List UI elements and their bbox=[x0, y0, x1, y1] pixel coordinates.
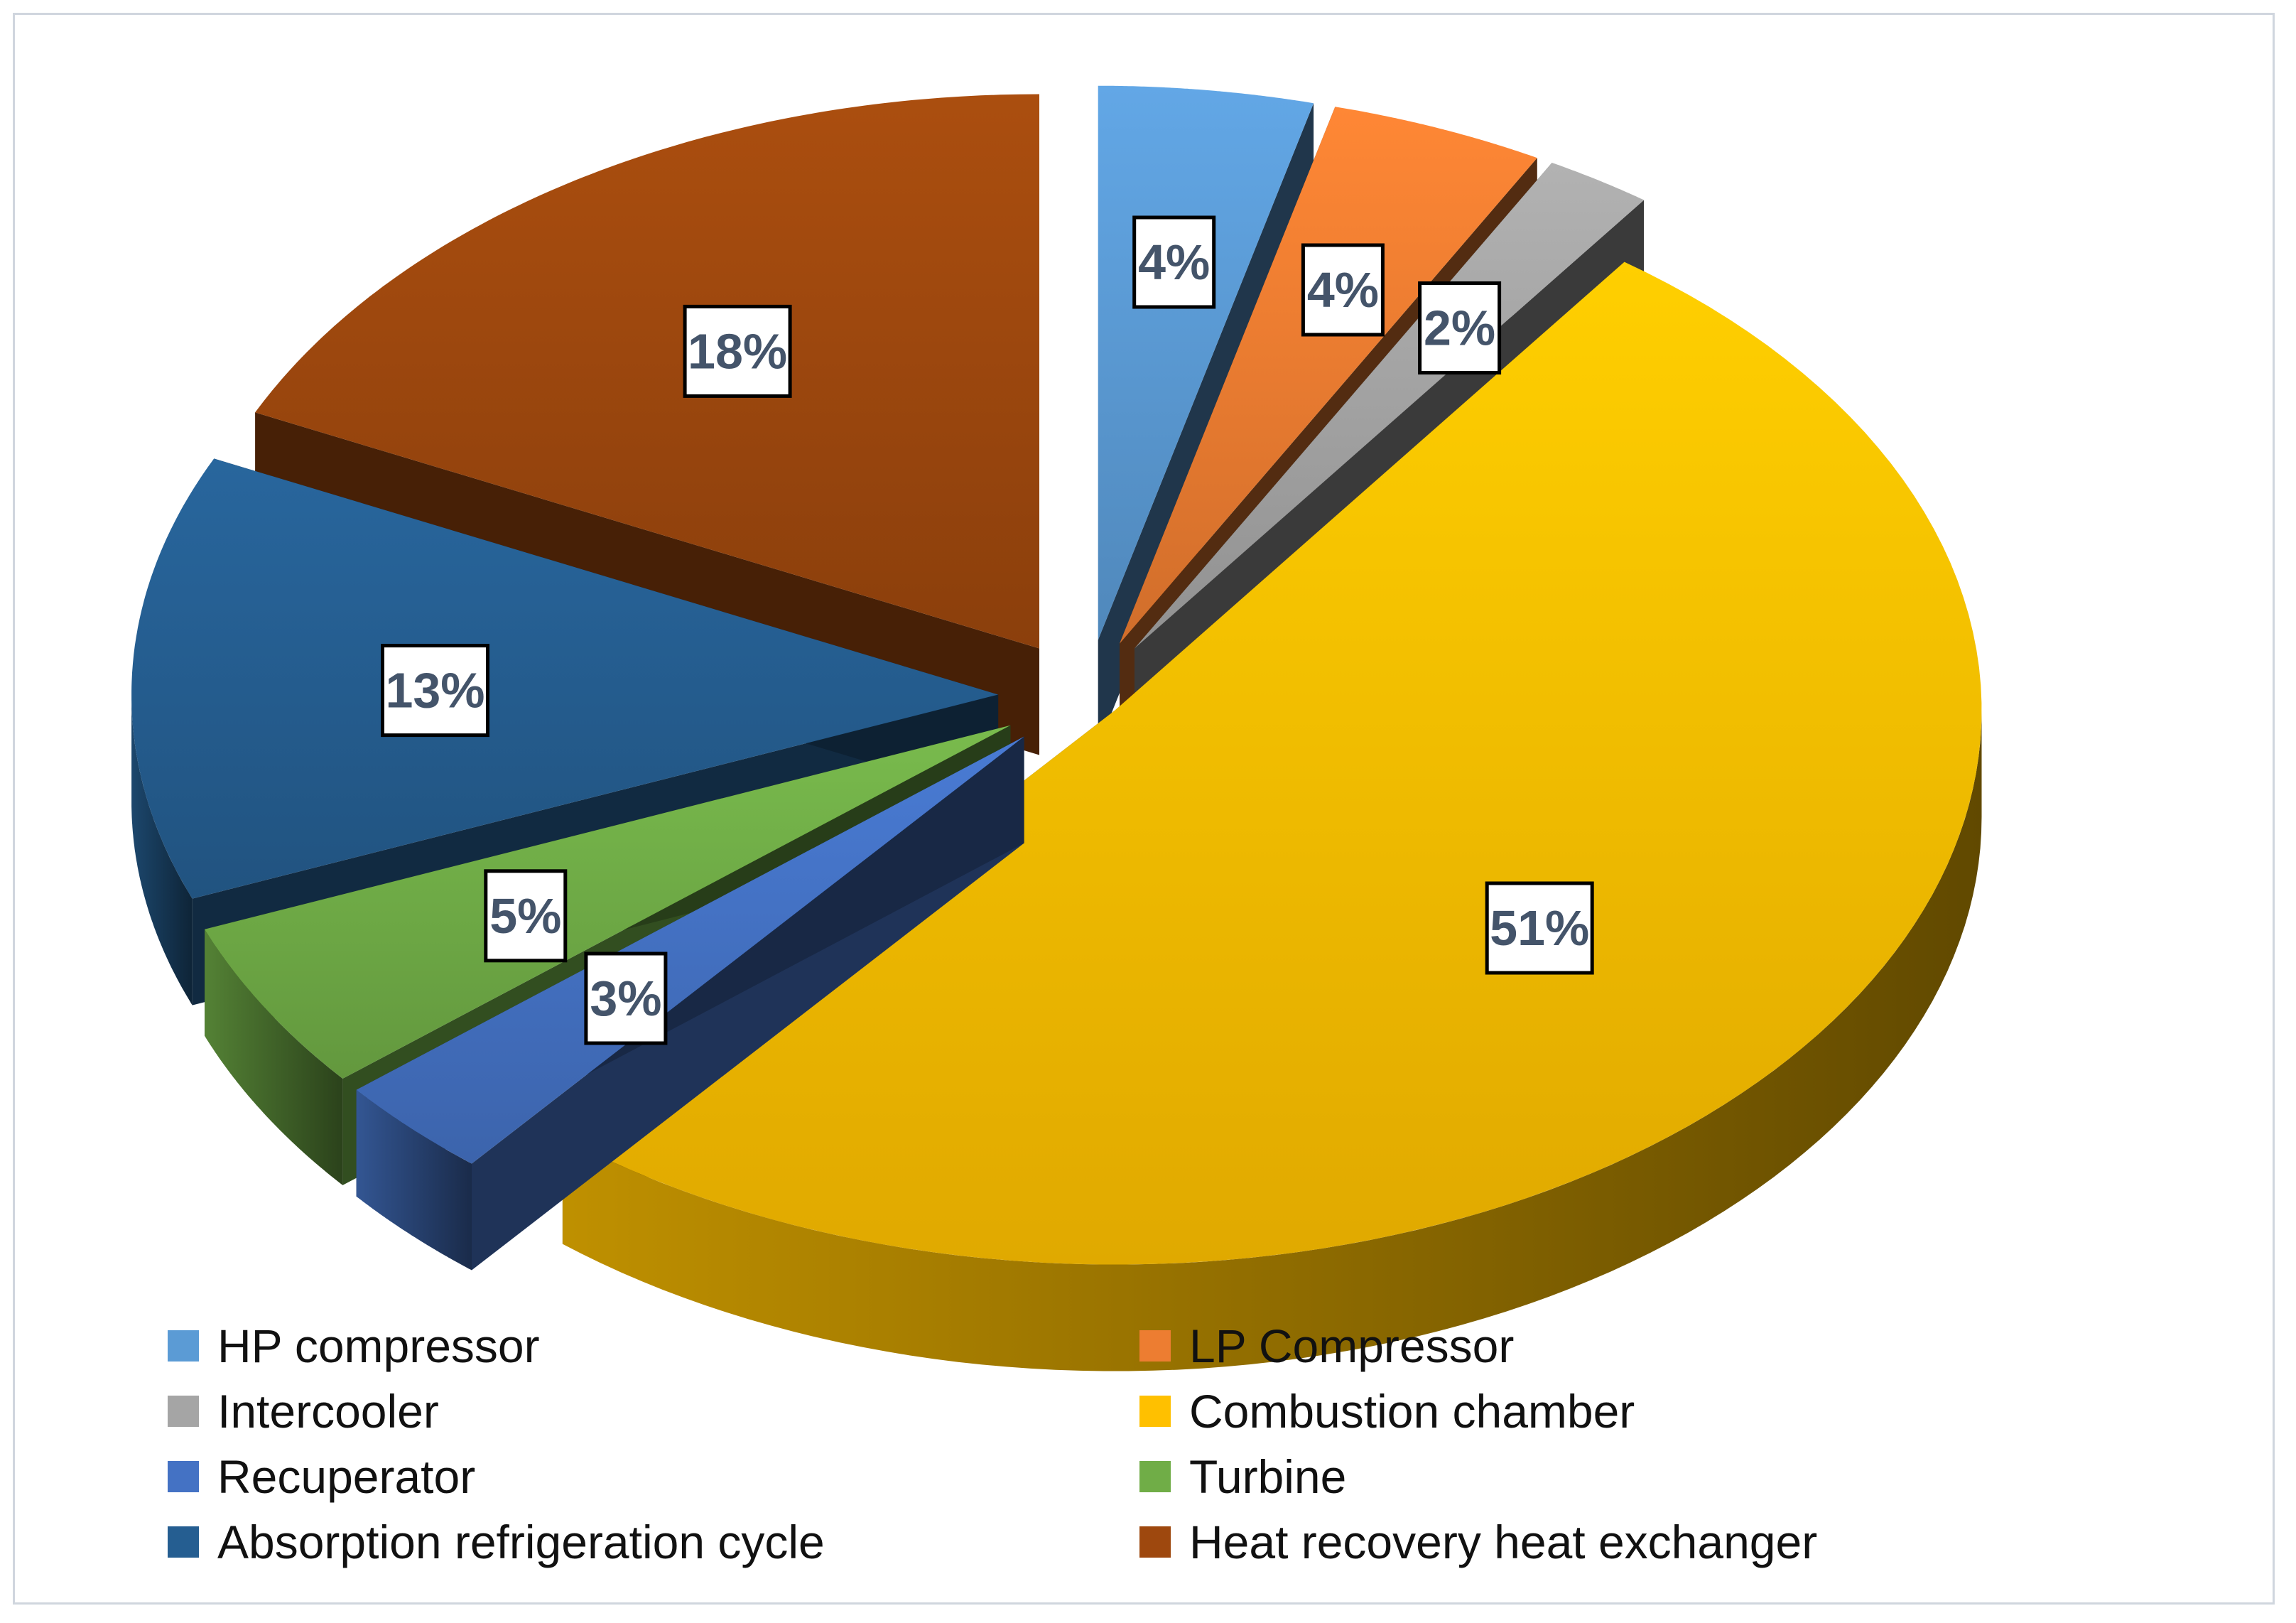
data-label-box-absorption-refrigeration-cycle bbox=[381, 644, 489, 738]
data-label-box-recuperator bbox=[584, 951, 668, 1045]
data-label-box-heat-recovery-heat-exchanger bbox=[683, 304, 792, 398]
data-label-text-combustion-chamber: 51% bbox=[1490, 900, 1589, 956]
slice-outer-face-absorption-refrigeration-cycle bbox=[131, 694, 193, 1005]
data-label-box-turbine bbox=[484, 869, 568, 963]
slice-outer-face-combustion-chamber bbox=[562, 710, 1982, 1371]
slice-top-intercooler bbox=[1135, 163, 1645, 649]
slice-top-lp-compressor bbox=[1120, 107, 1537, 644]
data-label-text-absorption-refrigeration-cycle: 13% bbox=[385, 663, 484, 718]
data-label-recuperator: 3% bbox=[584, 951, 668, 1045]
data-label-absorption-refrigeration-cycle: 13% bbox=[381, 644, 489, 738]
data-label-hp-compressor: 4% bbox=[1132, 215, 1216, 309]
data-label-heat-recovery-heat-exchanger: 18% bbox=[683, 304, 792, 398]
slice-top-turbine bbox=[205, 725, 1011, 1079]
data-label-box-intercooler bbox=[1418, 281, 1502, 374]
data-label-turbine: 5% bbox=[484, 869, 568, 963]
data-label-box-lp-compressor bbox=[1301, 243, 1385, 337]
slice-top-recuperator bbox=[356, 736, 1024, 1164]
data-label-intercooler: 2% bbox=[1418, 281, 1502, 374]
data-label-text-hp-compressor: 4% bbox=[1138, 234, 1210, 290]
data-label-text-turbine: 5% bbox=[489, 888, 561, 944]
data-label-text-recuperator: 3% bbox=[590, 971, 661, 1026]
data-label-text-heat-recovery-heat-exchanger: 18% bbox=[688, 323, 787, 379]
slice-outer-face-recuperator bbox=[356, 1089, 472, 1271]
slice-top-absorption-refrigeration-cycle bbox=[131, 458, 999, 899]
data-label-text-intercooler: 2% bbox=[1424, 301, 1495, 356]
data-label-box-combustion-chamber bbox=[1485, 881, 1594, 975]
slice-outer-face-turbine bbox=[205, 929, 343, 1185]
slice-top-heat-recovery-heat-exchanger bbox=[255, 94, 1040, 649]
data-label-lp-compressor: 4% bbox=[1301, 243, 1385, 337]
data-label-box-hp-compressor bbox=[1132, 215, 1216, 309]
slice-top-combustion-chamber bbox=[562, 261, 1982, 1265]
data-label-text-lp-compressor: 4% bbox=[1307, 262, 1379, 318]
slice-recuperator bbox=[356, 736, 1024, 1271]
data-label-combustion-chamber: 51% bbox=[1485, 881, 1594, 975]
